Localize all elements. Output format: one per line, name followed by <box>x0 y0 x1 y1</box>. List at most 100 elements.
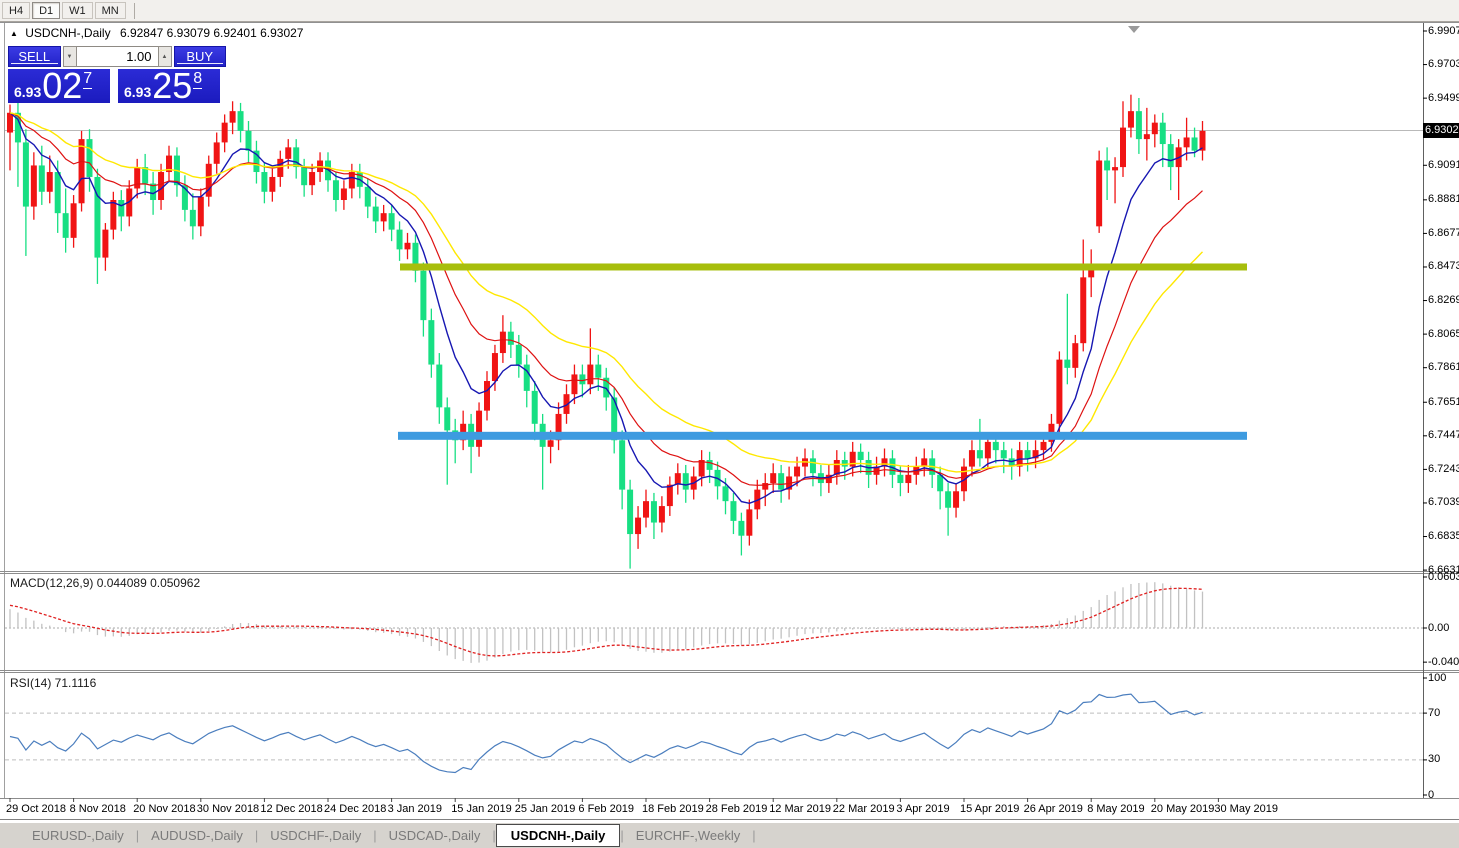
date-label: 20 May 2019 <box>1150 803 1215 815</box>
date-label: 26 Apr 2019 <box>1023 803 1083 815</box>
sell-price-display[interactable]: 6.93 02 7 <box>8 65 110 106</box>
date-label: 3 Jan 2019 <box>387 803 443 815</box>
date-label: 18 Feb 2019 <box>642 803 704 815</box>
volume-input[interactable] <box>76 46 158 67</box>
buy-price-prefix: 6.93 <box>124 84 152 100</box>
tab-separator: | <box>492 828 496 843</box>
support-line[interactable] <box>398 431 1247 440</box>
current-price-tag: 6.93027 <box>1423 123 1459 138</box>
timeframe-button-h4[interactable]: H4 <box>2 2 31 19</box>
sell-price-big-digits: 02 <box>42 65 83 106</box>
timeframe-button-mn[interactable]: MN <box>94 2 126 19</box>
price-axis-label: 6.80650 <box>1428 327 1459 340</box>
date-label: 8 May 2019 <box>1087 803 1145 815</box>
sell-price-pip-digit: 7 <box>83 70 93 89</box>
toolbar-separator <box>133 2 135 19</box>
buy-button-label: BUY <box>186 49 214 64</box>
price-axis-label: 6.94990 <box>1428 91 1459 104</box>
chart-ohlc-label: 6.92847 6.93079 6.92401 6.93027 <box>119 26 304 40</box>
volume-decrease-button[interactable]: ▼ <box>62 46 77 67</box>
sell-button[interactable]: SELL <box>8 46 61 67</box>
rsi-indicator-label: RSI(14) 71.1116 <box>10 676 97 690</box>
collapse-triangle-icon[interactable]: ▲ <box>10 29 18 38</box>
tab-separator: | <box>373 828 377 843</box>
price-axis-label: 6.74470 <box>1428 429 1459 442</box>
tab-separator: | <box>254 828 259 843</box>
price-axis-label: 6.82690 <box>1428 294 1459 307</box>
candles-group <box>7 94 1206 569</box>
date-label: 12 Dec 2018 <box>260 803 323 815</box>
price-axis-label: 6.90910 <box>1428 158 1459 171</box>
price-axis-label: 6.86770 <box>1428 226 1459 239</box>
rsi-axis-label: 30 <box>1428 753 1441 766</box>
chart-tab-usdcad[interactable]: USDCAD-,Daily <box>388 828 481 843</box>
chart-tab-audusd[interactable]: AUDUSD-,Daily <box>151 828 243 843</box>
rsi-line <box>9 693 1203 774</box>
chart-tab-eurchf[interactable]: EURCHF-,Weekly <box>635 828 741 843</box>
price-axis-label: 6.97030 <box>1428 58 1459 71</box>
chart-shift-icon <box>1128 26 1140 33</box>
ma-line-17 <box>9 112 1203 486</box>
date-label: 8 Nov 2018 <box>69 803 126 815</box>
date-label: 24 Dec 2018 <box>324 803 387 815</box>
tab-separator: | <box>620 828 624 843</box>
date-label: 20 Nov 2018 <box>133 803 196 815</box>
ma-line-8 <box>9 112 1203 505</box>
buy-price-display[interactable]: 6.93 25 8 <box>118 65 220 106</box>
price-axis-label: 6.84730 <box>1428 260 1459 273</box>
macd-histogram <box>9 582 1204 663</box>
date-label: 28 Feb 2019 <box>705 803 768 815</box>
chart-tab-usdchf[interactable]: USDCHF-,Daily <box>270 828 362 843</box>
rsi-axis-label: 70 <box>1428 706 1441 719</box>
macd-indicator-label: MACD(12,26,9) 0.044089 0.050962 <box>10 576 201 590</box>
date-label: 15 Jan 2019 <box>451 803 512 815</box>
date-label: 22 Mar 2019 <box>832 803 895 815</box>
price-axis-label: 6.72430 <box>1428 462 1459 475</box>
date-label: 30 Nov 2018 <box>196 803 260 815</box>
chart-tab-bar: EURUSD-,Daily | AUDUSD-,Daily | USDCHF-,Dail… <box>0 822 1459 848</box>
chart-tab-usdcnh[interactable]: USDCNH-,Daily <box>495 824 621 847</box>
price-axis-label: 6.99070 <box>1428 24 1459 37</box>
price-axis-label: 6.88810 <box>1428 193 1459 206</box>
spin-down-icon: ▼ <box>66 53 73 60</box>
timeframe-button-w1[interactable]: W1 <box>62 2 93 19</box>
date-label: 25 Jan 2019 <box>514 803 576 815</box>
timeframe-button-d1[interactable]: D1 <box>32 2 61 19</box>
date-label: 3 Apr 2019 <box>896 803 950 815</box>
macd-axis-label: -0.04041 <box>1428 655 1459 668</box>
timeframe-toolbar: H4 D1 W1 MN <box>0 0 1459 22</box>
rsi-axis-label: 100 <box>1428 671 1447 684</box>
date-label: 12 Mar 2019 <box>769 803 831 815</box>
one-click-trading-panel: SELL ▼ ▲ BUY 6.93 02 7 6.93 25 <box>8 46 226 106</box>
tab-separator: | <box>752 828 756 843</box>
volume-control: ▼ ▲ <box>62 46 172 67</box>
chart-title: ▲ USDCNH-,Daily 6.92847 6.93079 6.92401 … <box>10 26 303 40</box>
chart-symbol-label: USDCNH-,Daily <box>25 26 111 40</box>
tab-separator: | <box>135 828 140 843</box>
date-label: 30 May 2019 <box>1214 803 1278 815</box>
macd-signal-line <box>9 587 1203 657</box>
macd-axis-label: 0.00 <box>1428 621 1450 634</box>
buy-price-pip-digit: 8 <box>193 70 203 89</box>
chart-tab-eurusd[interactable]: EURUSD-,Daily <box>32 828 124 843</box>
sell-button-label: SELL <box>18 49 51 64</box>
ma-line-30 <box>9 112 1204 473</box>
price-axis-label: 6.76510 <box>1428 395 1459 408</box>
spin-up-icon: ▲ <box>161 53 168 60</box>
volume-increase-button[interactable]: ▲ <box>157 46 172 67</box>
price-axis-label: 6.78610 <box>1428 361 1459 374</box>
price-axis-label: 6.68350 <box>1428 530 1459 543</box>
buy-button[interactable]: BUY <box>173 46 226 67</box>
price-axis-label: 6.70390 <box>1428 496 1459 509</box>
resistance-line[interactable] <box>400 263 1247 271</box>
date-label: 15 Apr 2019 <box>960 803 1020 815</box>
date-label: 6 Feb 2019 <box>578 803 635 815</box>
sell-price-prefix: 6.93 <box>14 84 42 100</box>
buy-price-big-digits: 25 <box>152 65 193 106</box>
macd-axis-label: 0.060342 <box>1428 570 1459 583</box>
date-label: 29 Oct 2018 <box>6 803 66 815</box>
rsi-axis-label: 0 <box>1428 788 1435 801</box>
